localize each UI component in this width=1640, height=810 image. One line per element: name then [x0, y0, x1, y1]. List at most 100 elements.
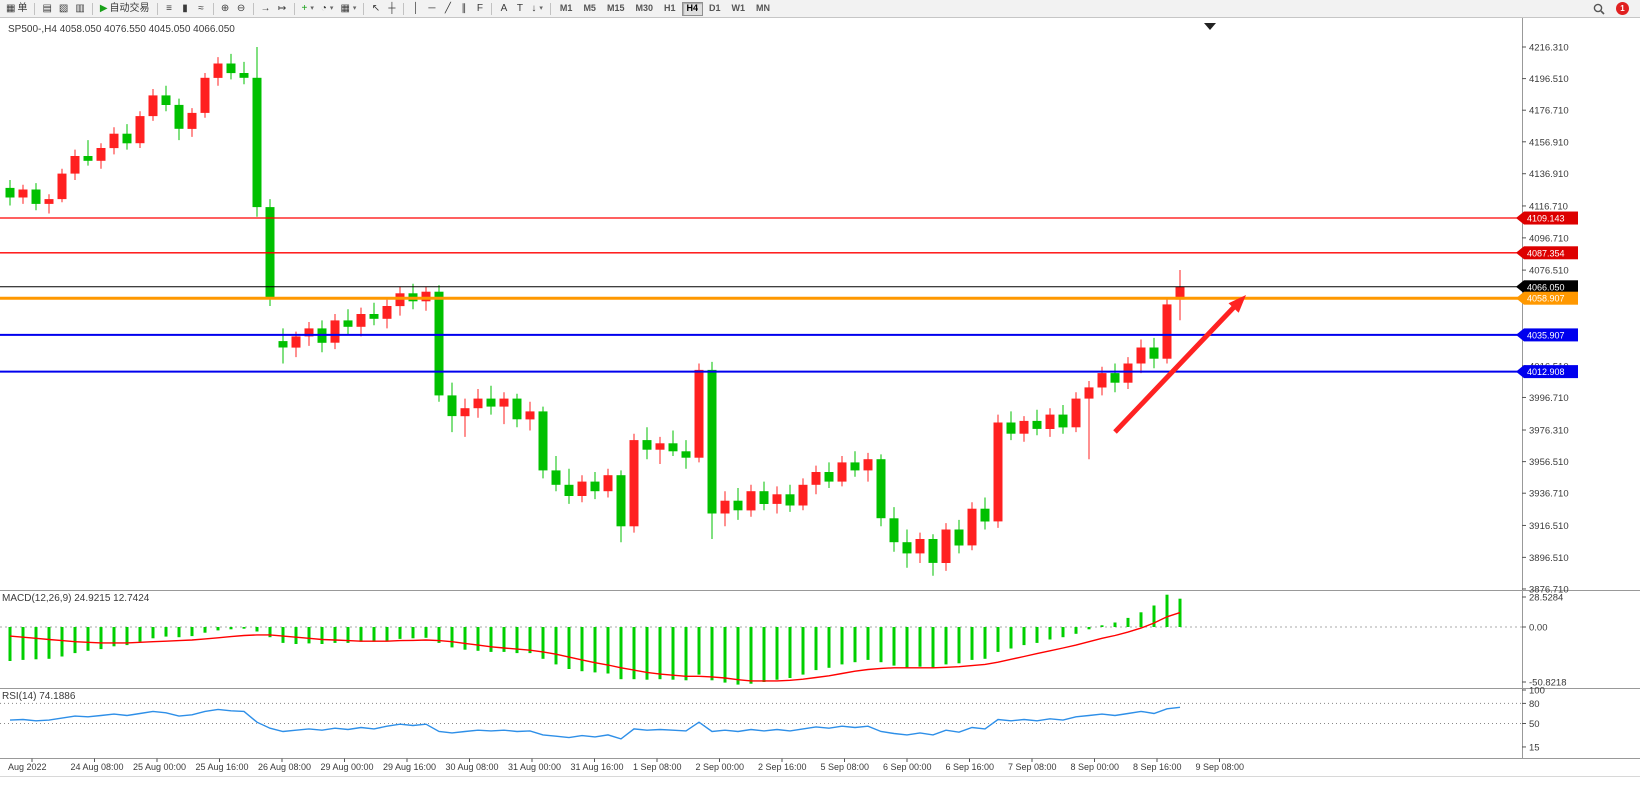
price-badge-pointer — [1516, 291, 1524, 305]
chart-shift-button[interactable]: ↦ — [275, 1, 290, 16]
timeframe-h4-button[interactable]: H4 — [681, 1, 704, 16]
timeframe-mn-button[interactable]: MN — [751, 2, 775, 16]
horizontal-line-button[interactable]: ─ — [424, 1, 439, 16]
navigator-button[interactable]: ▧ — [56, 1, 71, 16]
indicators-button[interactable]: + ▾ — [299, 1, 317, 16]
timeframe-m5-button[interactable]: M5 — [578, 2, 601, 16]
periods-button[interactable]: ◔ ▾ — [318, 1, 337, 16]
bar-chart-type-button[interactable]: ≡ — [162, 1, 177, 16]
rsi-scale-label: 50 — [1529, 719, 1540, 730]
time-axis-label: 1 Sep 08:00 — [633, 762, 682, 772]
arrows-button[interactable]: ↓ ▾ — [528, 1, 546, 16]
macd-histogram-bar — [333, 627, 337, 643]
channel-icon: ∥ — [461, 2, 467, 14]
cursor-icon: ↖ — [371, 2, 381, 14]
macd-histogram-bar — [879, 627, 883, 663]
candle-bullish — [473, 398, 483, 409]
candlestick-chart-type-button[interactable]: ▮ — [178, 1, 193, 16]
trend-arrow-line[interactable] — [1113, 303, 1238, 434]
candle-bullish — [148, 95, 158, 117]
terminal-button[interactable]: ▥ — [72, 1, 87, 16]
fibonacci-button[interactable]: F — [472, 1, 487, 16]
chart-shift-marker[interactable] — [1204, 23, 1216, 30]
macd-histogram-bar — [151, 627, 155, 639]
macd-histogram-bar — [736, 627, 740, 685]
candle-bullish — [200, 77, 210, 113]
templates-button[interactable]: ▦ ▾ — [337, 1, 359, 16]
macd-histogram-bar — [203, 627, 207, 633]
candle-bearish — [226, 63, 236, 74]
macd-histogram-bar — [541, 627, 545, 659]
macd-histogram-bar — [983, 627, 987, 659]
channel-button[interactable]: ∥ — [456, 1, 471, 16]
notification-badge[interactable]: 1 — [1616, 2, 1629, 15]
macd-histogram-bar — [34, 627, 38, 660]
timeframe-h1-button[interactable]: H1 — [659, 2, 681, 16]
new-order-icon: ▦ — [6, 2, 16, 14]
timeframe-h1-button-label: H1 — [663, 3, 676, 13]
candle-bearish — [876, 459, 886, 519]
auto-scroll-button[interactable]: → — [258, 1, 274, 16]
periods-icon: ◔ — [320, 2, 327, 14]
macd-histogram-bar — [944, 627, 948, 665]
navigator-icon: ▧ — [58, 2, 69, 14]
auto-scroll-icon: → — [260, 2, 271, 14]
candle-bearish — [616, 475, 626, 527]
chart-shift-icon: ↦ — [277, 2, 287, 14]
zoom-in-button[interactable]: ⊕ — [218, 1, 233, 16]
timeframe-d1-button[interactable]: D1 — [704, 2, 726, 16]
candle-bearish — [759, 491, 769, 504]
timeframe-m30-button[interactable]: M30 — [630, 2, 658, 16]
crosshair-button[interactable]: ┼ — [384, 1, 399, 16]
macd-indicator-label: MACD(12,26,9) 24.9215 12.7424 — [2, 593, 150, 604]
toolbar-separator — [212, 2, 214, 15]
search-button[interactable] — [1590, 1, 1608, 16]
candle-bearish — [239, 73, 249, 78]
price-badge-pointer — [1516, 246, 1524, 260]
toolbar-separator — [363, 2, 365, 15]
candle-bullish — [304, 328, 314, 337]
rsi-scale-label: 80 — [1529, 699, 1540, 710]
timeframe-m15-button[interactable]: M15 — [602, 2, 630, 16]
macd-histogram-bar — [489, 627, 493, 652]
macd-histogram-bar — [1009, 627, 1013, 649]
candle-bullish — [694, 369, 704, 458]
candle-bearish — [590, 481, 600, 492]
time-axis-label: 2 Sep 00:00 — [696, 762, 745, 772]
macd-histogram-bar — [47, 627, 51, 659]
text-label-button[interactable]: T — [512, 1, 527, 16]
candle-bullish — [772, 494, 782, 504]
trendline-button[interactable]: ╱ — [440, 1, 455, 16]
macd-histogram-bar — [1048, 627, 1052, 640]
macd-histogram-bar — [255, 627, 259, 632]
candle-bullish — [460, 408, 470, 417]
vertical-line-icon: │ — [412, 2, 420, 14]
macd-histogram-bar — [515, 627, 519, 654]
time-axis-label: 29 Aug 16:00 — [383, 762, 436, 772]
timeframe-w1-button[interactable]: W1 — [727, 2, 751, 16]
macd-histogram-bar — [437, 627, 441, 643]
main-toolbar: ▦ 单 ▤ ▧ ▥ ▶ 自动交易 ≡ ▮ ≈ ⊕ ⊖ → ↦ + ▾ ◔ ▾ ▦ ▾ ↖ ┼ │ ─ ╱ ∥ F A T ↓ ▾ M1 M5 M1… — [0, 0, 1640, 18]
cursor-button[interactable]: ↖ — [368, 1, 383, 16]
fibonacci-icon: F — [476, 2, 483, 14]
zoom-out-button[interactable]: ⊖ — [234, 1, 249, 16]
macd-histogram-bar — [359, 627, 363, 642]
candle-bearish — [278, 341, 288, 348]
macd-histogram-bar — [606, 627, 610, 674]
trend-arrow-head[interactable] — [1228, 295, 1247, 313]
text-button[interactable]: A — [496, 1, 511, 16]
line-chart-type-button[interactable]: ≈ — [194, 1, 209, 16]
new-order-button[interactable]: ▦ 单 — [3, 1, 30, 16]
price-axis-label: 4076.510 — [1529, 266, 1569, 277]
candlestick-chart-type-icon: ▮ — [182, 2, 188, 14]
vertical-line-button[interactable]: │ — [408, 1, 423, 16]
toolbar-separator — [549, 2, 551, 15]
auto-trading-button[interactable]: ▶ 自动交易 — [97, 1, 153, 16]
price-badge — [1524, 328, 1578, 342]
macd-histogram-bar — [905, 627, 909, 668]
market-watch-button[interactable]: ▤ — [39, 1, 54, 16]
timeframe-m1-button[interactable]: M1 — [555, 2, 578, 16]
candle-bullish — [109, 133, 119, 149]
